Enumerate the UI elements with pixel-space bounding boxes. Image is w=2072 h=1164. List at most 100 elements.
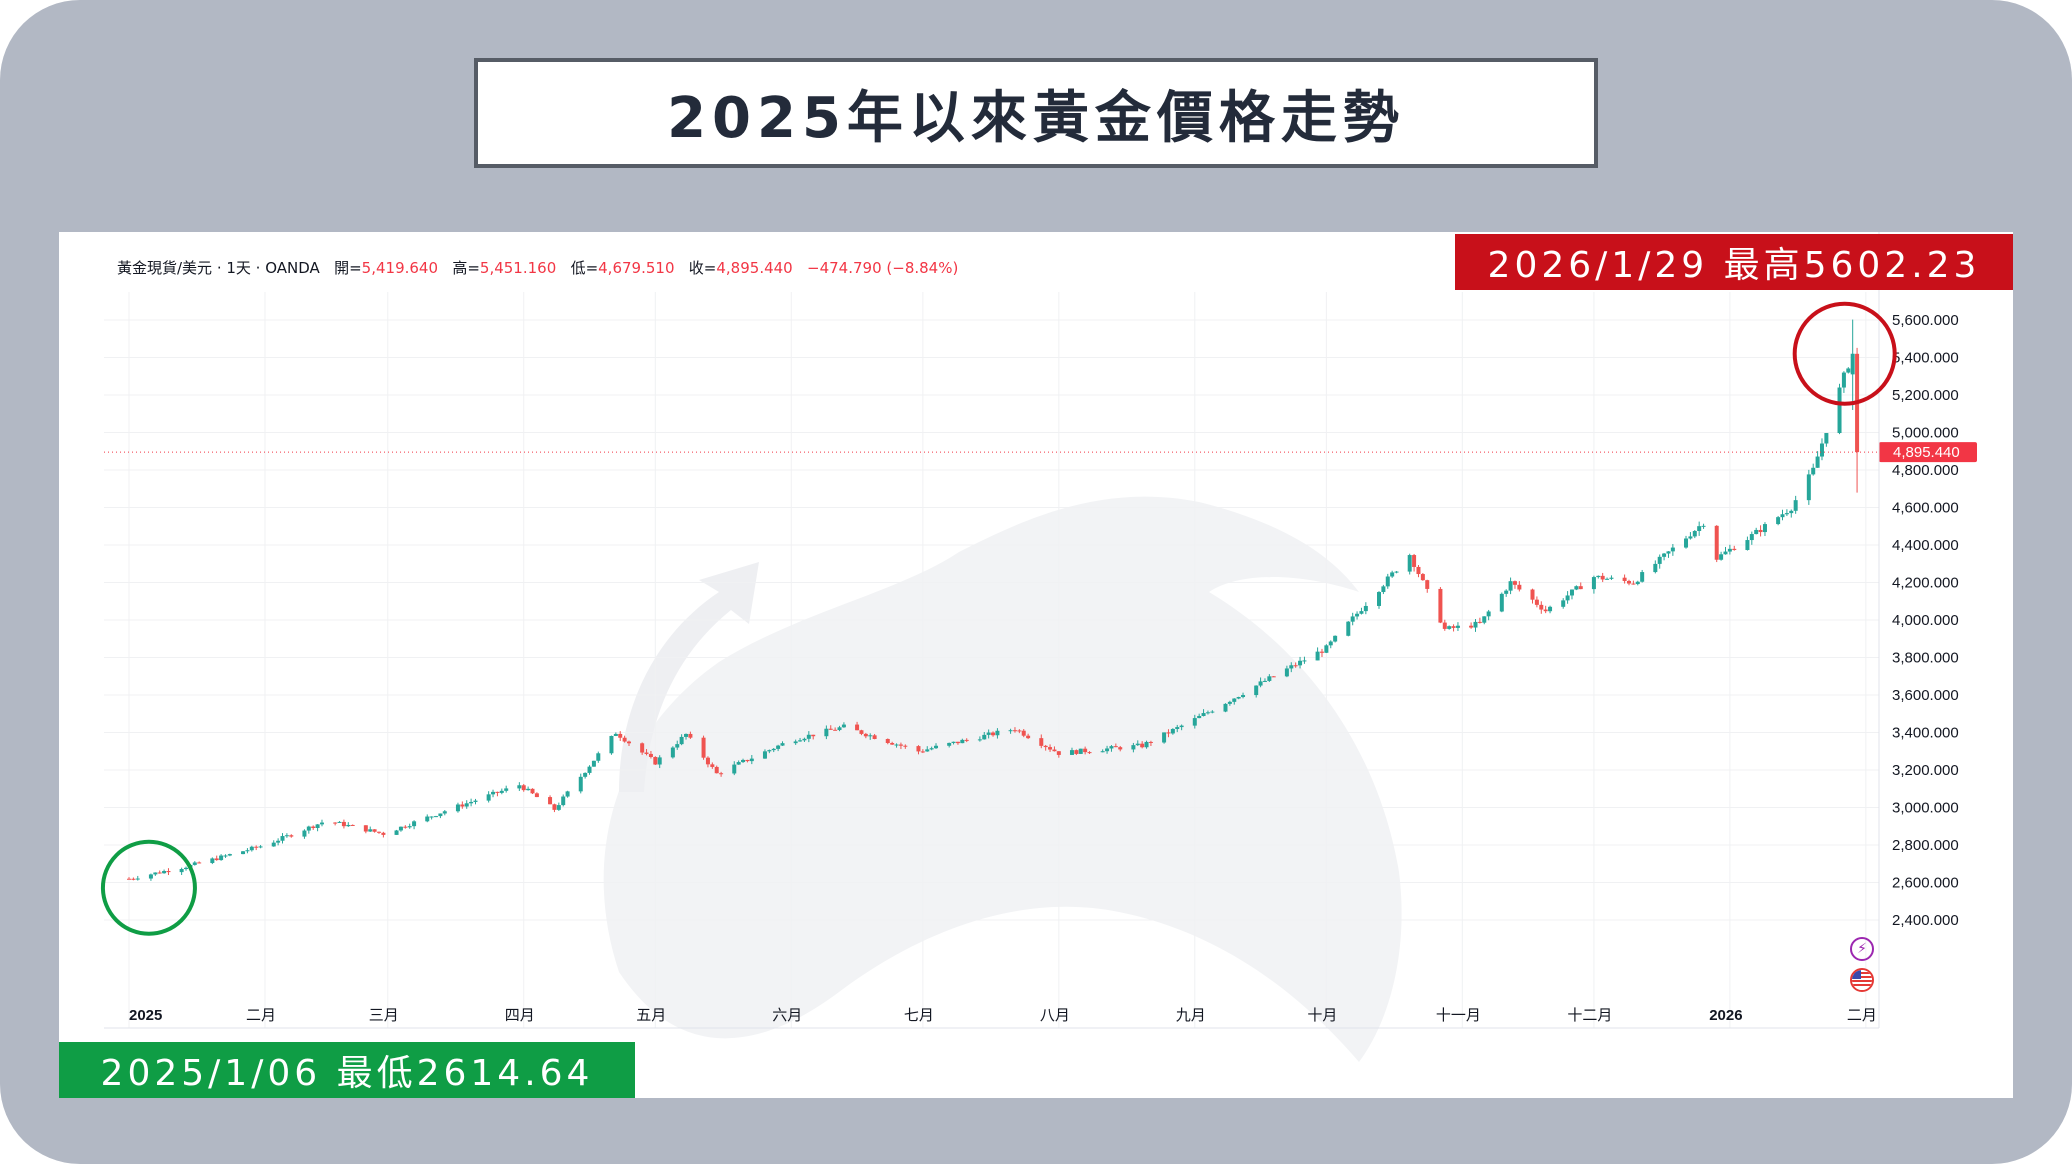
candle-body [1205,712,1210,714]
candle-body [552,804,557,810]
candle-body [561,796,566,806]
candle-body [1267,676,1272,681]
last-price-tag [1879,442,1977,463]
candle-body [1438,588,1443,623]
candle-body [1780,514,1785,518]
candle-body [1201,713,1206,716]
candle-body [1504,590,1509,594]
candle-body [714,766,719,774]
candle-body [289,835,294,837]
candle-body [1293,665,1298,667]
x-tick-label: 八月 [1040,1007,1070,1024]
candle-body [1315,651,1320,661]
candle-body [1784,513,1789,515]
title-box: 2025年以來黃金價格走勢 [474,58,1598,168]
candle-body [741,759,746,763]
candle-body [688,733,693,738]
y-tick-label: 5,200.000 [1892,387,1959,404]
candle-body [1162,732,1167,743]
candle-body [1425,580,1430,589]
candle-body [762,751,767,759]
candle-body [1346,621,1351,636]
candle-body [534,793,539,798]
candle-body [517,785,522,789]
candle-body [346,824,351,827]
x-tick-label: 2025 [129,1007,162,1024]
low-annotation-badge: 2025/1/06 最低2614.64 [59,1042,635,1098]
candle-body [1806,474,1811,501]
candle-body [219,855,224,861]
candle-body [166,871,171,873]
candle-body [583,772,588,777]
candle-body [868,735,873,737]
candle-body [473,800,478,802]
candle-body [609,735,614,754]
x-tick-label: 十月 [1307,1007,1337,1024]
candle-body [284,835,289,837]
candle-body [1508,581,1513,591]
candle-body [223,855,228,857]
candle-body [1622,577,1627,581]
candle-body [1482,616,1487,623]
candle-body [719,773,724,775]
x-tick-label: 九月 [1176,1007,1206,1024]
candle-body [951,741,956,743]
candle-body [964,739,969,741]
candle-body [1745,540,1750,550]
candle-body [1776,517,1781,525]
candle-body [319,822,324,825]
candle-body [276,840,281,843]
candle-body [1846,368,1851,373]
candle-body [495,791,500,793]
candlestick-chart[interactable]: 4,895.440 2,400.000 2,600.000 2,800.000 3,0… [59,232,2013,1098]
us-flag-icon[interactable] [1850,968,1874,992]
candle-body [1236,697,1241,699]
candle-body [995,730,1000,736]
x-tick-label: 十一月 [1436,1007,1481,1024]
candle-body [824,728,829,737]
candle-body [1350,616,1355,622]
x-tick-label: 2026 [1709,1007,1742,1024]
candle-body [890,743,895,745]
candle-body [657,757,662,765]
change-value: −474.790 (−8.84%) [807,259,959,277]
candle-body [214,858,219,861]
bull-watermark [603,496,1402,1062]
candle-body [464,803,469,807]
candle-body [1333,635,1338,642]
candle-body [898,744,903,746]
candle-body [1447,626,1452,629]
candle-body [1548,606,1553,612]
candle-body [859,730,864,734]
candle-body [627,741,631,744]
ohlc-legend: 黃金現貨/美元 · 1天 · OANDA 開=5,419.640 高=5,451… [117,257,958,278]
candle-body [920,751,925,753]
close-label: 收= [688,259,717,277]
candle-body [1732,548,1737,550]
candle-body [1469,625,1474,628]
candle-body [210,858,215,864]
x-tick-label: 十二月 [1567,1007,1612,1024]
candle-body [1697,526,1702,532]
x-tick-label: 二月 [246,1007,276,1024]
candle-body [1530,589,1535,600]
candle-body [934,745,939,749]
y-tick-label: 3,800.000 [1892,650,1959,667]
candle-body [184,867,189,870]
chart-panel[interactable]: 4,895.440 2,400.000 2,600.000 2,800.000 3,0… [59,232,2013,1098]
lightning-icon[interactable]: ⚡ [1850,937,1874,961]
candle-body [1012,730,1017,732]
candle-body [1841,372,1846,388]
open-value: 5,419.640 [361,259,439,277]
candle-body [315,824,320,828]
candle-body [982,734,987,740]
y-tick-label: 3,600.000 [1892,687,1959,704]
candle-body [1210,711,1215,713]
candle-body [1271,676,1276,678]
candle-body [1499,593,1504,612]
candle-body [1175,727,1180,729]
candle-body [1631,583,1636,585]
candle-body [622,737,627,742]
candle-body [1131,745,1136,750]
y-tick-label: 3,200.000 [1892,762,1959,779]
